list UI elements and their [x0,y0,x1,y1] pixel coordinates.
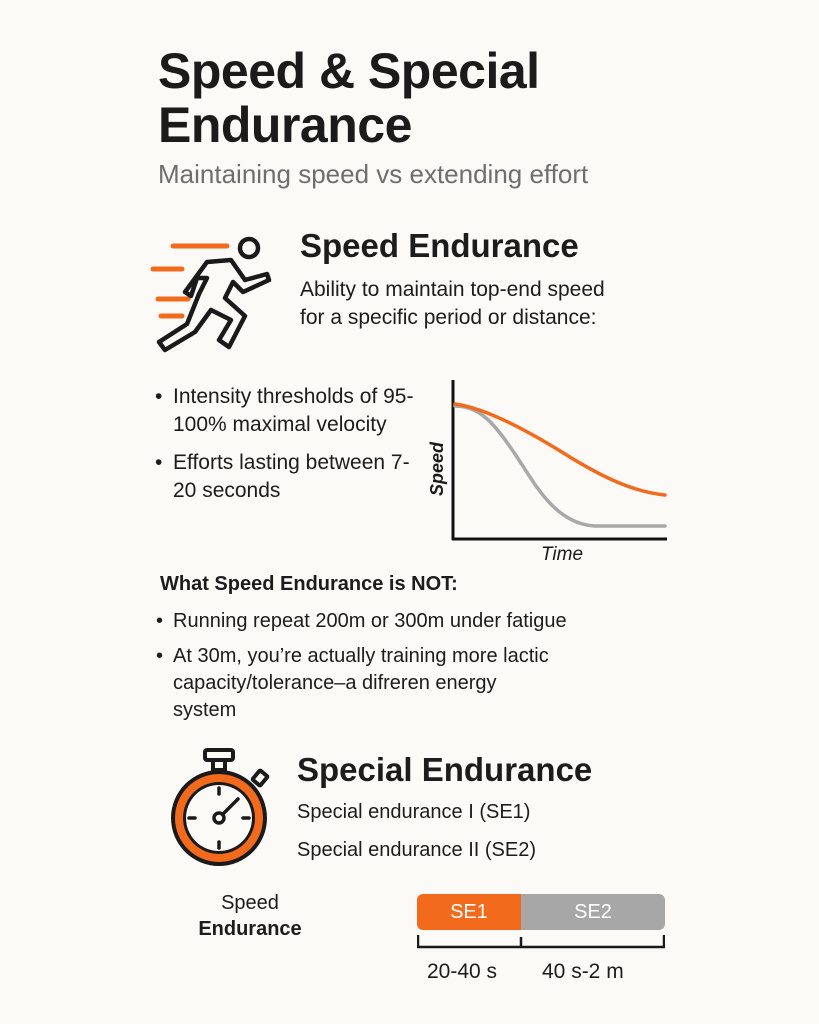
bullet-item: Running repeat 200m or 300m under fatigu… [156,608,656,635]
timeline-label-line1: Speed [221,892,279,914]
stopwatch-icon [163,748,275,870]
runner-icon [145,232,275,357]
segment-se1: SE1 [417,894,521,930]
orange-curve [453,402,667,497]
special-endurance-heading: Special Endurance [297,751,593,788]
segment-se2: SE2 [521,894,665,930]
bullet-item: Efforts lasting between 7-20 seconds [155,449,425,505]
timeline-label-line2: Endurance [198,918,302,940]
timeline-label: Speed Endurance [180,890,320,942]
speed-time-chart: Speed Time [425,374,675,570]
not-section-heading: What Speed Endurance is NOT: [160,573,458,595]
title-line-2: Endurance [158,97,412,153]
page-subtitle: Maintaining speed vs extending effort [158,159,589,189]
special-endurance-item-se2: Special endurance II (SE2) [297,839,537,861]
page-title: Speed & Special Endurance [158,44,540,152]
x-axis-label: Time [541,544,583,565]
bullet-item: At 30m, you’re actually training more la… [156,643,556,724]
speed-endurance-heading: Speed Endurance [300,227,579,264]
chart-axes [451,380,667,541]
duration-se1: 20-40 s [427,960,498,983]
title-line-1: Speed & Special [158,43,540,99]
not-section-list: Running repeat 200m or 300m under fatigu… [156,608,656,732]
special-endurance-item-se1: Special endurance I (SE1) [297,801,531,823]
bullet-item: Intensity thresholds of 95-100% maximal … [155,383,425,439]
duration-se2: 40 s-2 m [542,960,624,983]
speed-endurance-bullets: Intensity thresholds of 95-100% maximal … [155,383,425,515]
gray-curve [453,404,667,528]
se-timeline-bar: SE1 SE2 [417,894,665,930]
y-axis-label: Speed [427,441,447,496]
speed-endurance-description: Ability to maintain top-end speed for a … [300,278,605,329]
timeline-bracket [416,935,666,949]
